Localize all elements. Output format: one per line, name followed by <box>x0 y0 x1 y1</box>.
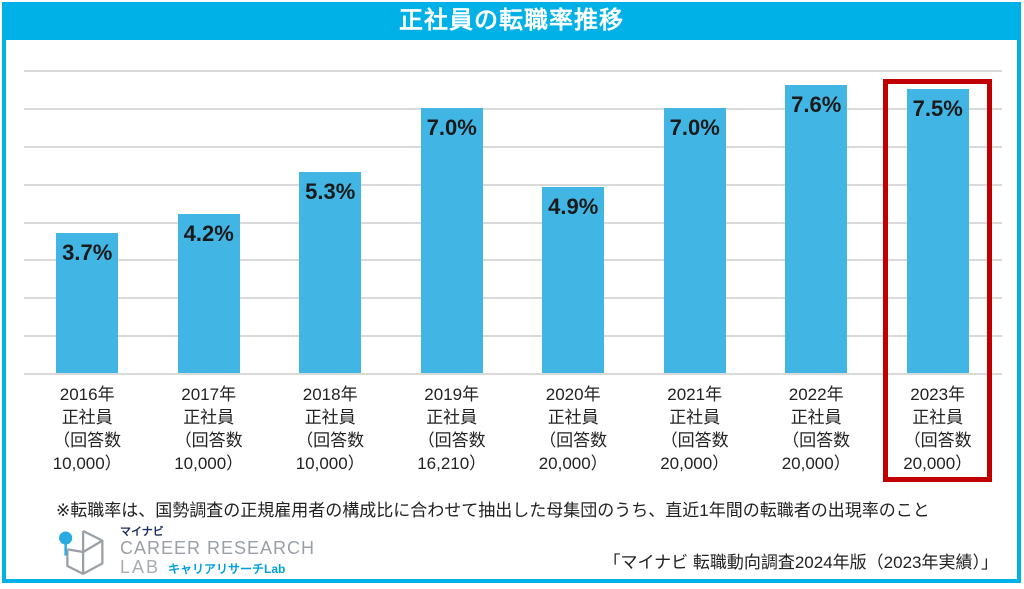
bar-value-label: 5.3% <box>305 179 356 205</box>
grid-line <box>24 259 1002 262</box>
grid-line <box>24 221 1002 224</box>
grid-line <box>24 70 1002 72</box>
bar-value-label: 4.9% <box>548 194 599 220</box>
bar-2017年 <box>177 213 240 373</box>
grid-line <box>24 297 1002 300</box>
bar-value-label: 4.2% <box>183 220 234 246</box>
bar-2022年 <box>785 85 848 373</box>
logo-name-jp: キャリアリサーチLab <box>168 562 286 577</box>
x-axis-label: 2021年 正社員 （回答数 20,000） <box>660 385 730 473</box>
bar-2019年 <box>420 107 483 373</box>
cube-wireframe-pin-icon <box>59 529 104 576</box>
x-axis-label: 2016年 正社員 （回答数 10,000） <box>52 385 122 473</box>
footnote-text: ※転職率は、国勢調査の正規雇用者の構成比に合わせて抽出した母集団のうち、直近1年… <box>56 501 930 520</box>
bar-2020年 <box>542 187 605 373</box>
x-axis-label: 2019年 正社員 （回答数 16,210） <box>417 385 487 473</box>
grid-line <box>24 183 1002 186</box>
x-axis-label: 2020年 正社員 （回答数 20,000） <box>538 385 608 473</box>
bar-2016年 <box>56 232 119 373</box>
bar-2018年 <box>299 172 362 373</box>
grid-line <box>24 145 1002 148</box>
logo-text-block: マイナビ CAREER RESEARCH LAB キャリアリサーチLab <box>120 525 316 578</box>
logo-name-line2: LAB <box>120 557 161 578</box>
source-caption: 「マイナビ 転職動向調査2024年版（2023年実績）」 <box>603 553 998 572</box>
logo-name-line1: CAREER RESEARCH <box>120 538 316 559</box>
bar-2023年 <box>906 88 969 373</box>
bar-value-label: 3.7% <box>62 239 113 265</box>
grid-line <box>24 335 1002 338</box>
x-axis-label: 2023年 正社員 （回答数 20,000） <box>903 385 973 473</box>
x-axis-label: 2018年 正社員 （回答数 10,000） <box>295 385 365 473</box>
grid-line <box>24 373 1002 375</box>
x-axis-label: 2022年 正社員 （回答数 20,000） <box>781 385 851 473</box>
bar-2021年 <box>663 107 726 373</box>
x-axis-label: 2017年 正社員 （回答数 10,000） <box>174 385 244 473</box>
highlight-red-box <box>883 79 993 482</box>
bar-value-label: 7.0% <box>426 114 477 140</box>
page-title: 正社員の転職率推移 <box>2 2 1021 40</box>
grid-line <box>24 107 1002 110</box>
bar-value-label: 7.6% <box>791 92 842 118</box>
career-research-lab-logo: マイナビ CAREER RESEARCH LAB キャリアリサーチLab <box>56 526 315 578</box>
logo-brand-jp: マイナビ <box>120 525 164 538</box>
bar-value-label: 7.0% <box>669 114 720 140</box>
bar-value-label: 7.5% <box>912 95 963 121</box>
